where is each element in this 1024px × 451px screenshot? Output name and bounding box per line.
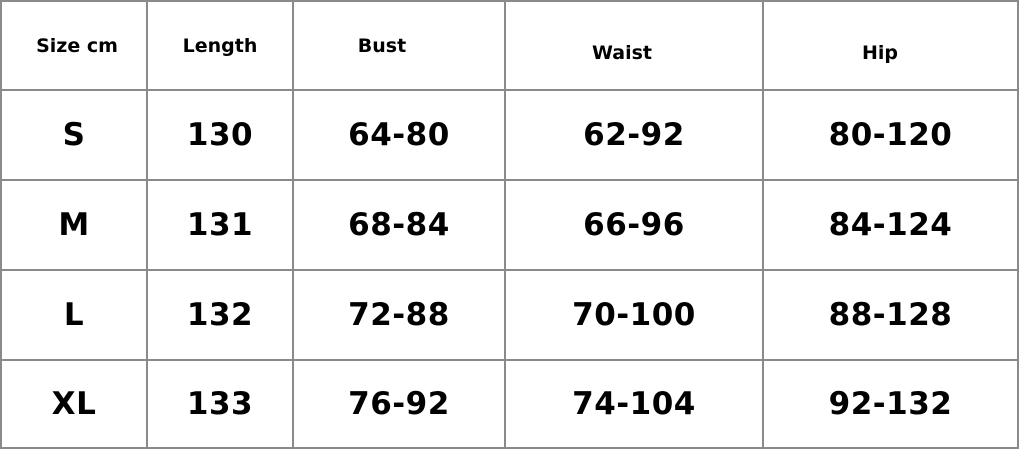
grid-line bbox=[146, 0, 148, 449]
grid-line bbox=[762, 0, 764, 449]
cell-waist: 66-96 bbox=[583, 207, 685, 243]
cell-bust: 68-84 bbox=[348, 207, 450, 243]
grid-line bbox=[0, 179, 1019, 181]
cell-bust: 72-88 bbox=[348, 297, 450, 333]
cell-hip: 92-132 bbox=[828, 386, 953, 422]
cell-length: 131 bbox=[186, 207, 254, 243]
cell-waist: 74-104 bbox=[572, 386, 696, 422]
grid-line bbox=[0, 447, 1019, 449]
cell-size: L bbox=[63, 297, 85, 333]
cell-size: XL bbox=[51, 386, 97, 422]
grid-line bbox=[292, 0, 294, 449]
grid-line bbox=[0, 269, 1019, 271]
header-bust: Bust bbox=[357, 35, 407, 57]
cell-length: 133 bbox=[186, 386, 254, 422]
cell-length: 130 bbox=[186, 117, 254, 153]
cell-hip: 84-124 bbox=[828, 207, 953, 243]
cell-hip: 80-120 bbox=[828, 117, 953, 153]
grid-line bbox=[0, 0, 2, 449]
cell-length: 132 bbox=[186, 297, 254, 333]
grid-line bbox=[0, 89, 1019, 91]
cell-hip: 88-128 bbox=[828, 297, 953, 333]
cell-bust: 76-92 bbox=[348, 386, 450, 422]
cell-waist: 70-100 bbox=[572, 297, 696, 333]
cell-size: S bbox=[62, 117, 86, 153]
cell-bust: 64-80 bbox=[348, 117, 450, 153]
header-length: Length bbox=[182, 35, 258, 57]
header-hip: Hip bbox=[861, 42, 898, 64]
cell-size: M bbox=[58, 207, 90, 243]
header-size: Size cm bbox=[36, 35, 118, 57]
header-waist: Waist bbox=[591, 42, 652, 64]
grid-line bbox=[1017, 0, 1019, 449]
grid-line bbox=[504, 0, 506, 449]
grid-line bbox=[0, 0, 1019, 2]
grid-line bbox=[0, 359, 1019, 361]
cell-waist: 62-92 bbox=[583, 117, 685, 153]
